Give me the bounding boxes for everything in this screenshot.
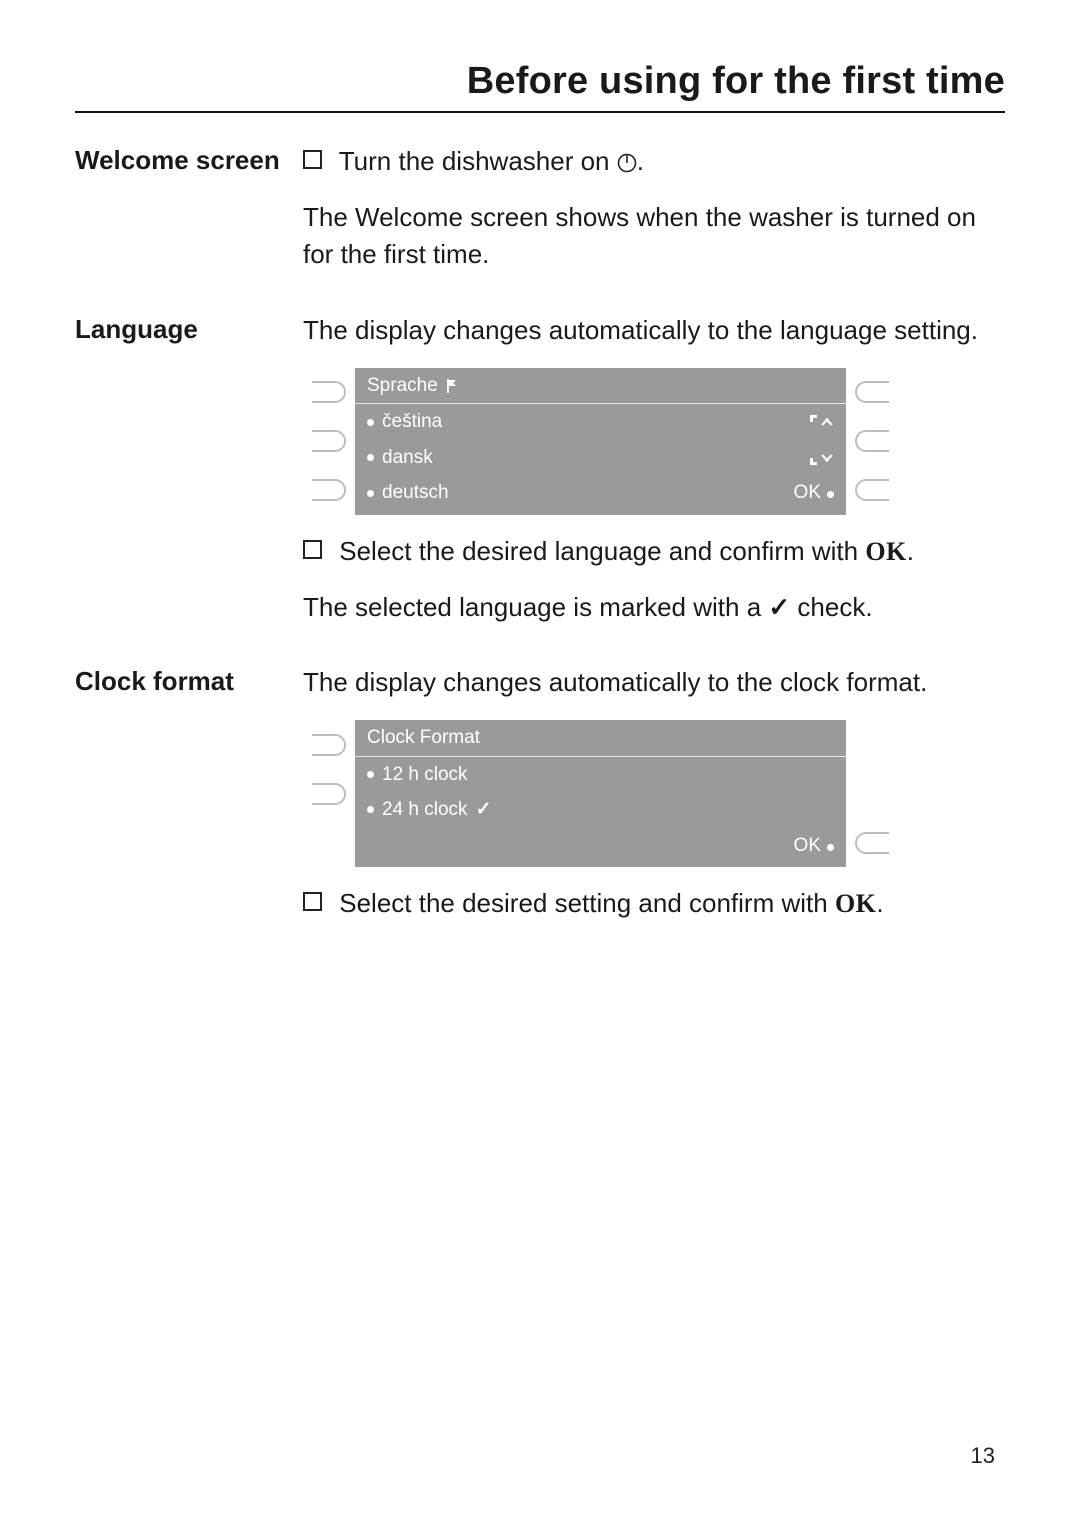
ok-dot-icon xyxy=(827,491,834,498)
ok-indicator: OK xyxy=(794,832,834,860)
side-button[interactable] xyxy=(312,381,346,403)
heading-language: Language xyxy=(75,312,295,644)
content-grid: Welcome screen Turn the dishwasher on . … xyxy=(75,143,1005,961)
bullet-square-icon xyxy=(303,540,322,559)
body-language: The display changes automatically to the… xyxy=(303,312,1005,644)
spacer xyxy=(312,832,346,854)
clock-step-pre: Select the desired setting and confirm w… xyxy=(339,888,835,918)
display-screen: Sprache čeština xyxy=(355,368,846,515)
ok-glyph: OK xyxy=(835,889,876,918)
list-item[interactable]: 12 h clock xyxy=(355,757,846,793)
welcome-step-pre: Turn the dishwasher on xyxy=(339,146,617,176)
power-icon xyxy=(617,153,637,173)
clock-intro: The display changes automatically to the… xyxy=(303,664,1005,702)
check-icon: ✓ xyxy=(768,592,790,622)
clock-display-panel: Clock Format 12 h clock 24 h clock ✓ OK xyxy=(303,720,898,867)
display-header-text: Sprache xyxy=(367,372,438,400)
left-button-strip xyxy=(303,720,355,867)
bullet-dot-icon xyxy=(367,454,374,461)
list-item[interactable]: čeština xyxy=(355,404,846,440)
check-icon: ✓ xyxy=(476,796,492,824)
bullet-dot-icon xyxy=(367,490,374,497)
side-button[interactable] xyxy=(312,430,346,452)
page-number: 13 xyxy=(971,1443,995,1469)
language-step: Select the desired language and confirm … xyxy=(303,533,1005,571)
heading-welcome: Welcome screen xyxy=(75,143,295,292)
bullet-square-icon xyxy=(303,150,322,169)
spacer xyxy=(855,734,889,756)
side-button[interactable] xyxy=(855,479,889,501)
side-button[interactable] xyxy=(855,832,889,854)
display-header: Clock Format xyxy=(355,720,846,757)
bullet-square-icon xyxy=(303,892,322,911)
item-label: dansk xyxy=(382,444,433,472)
section-clock: Clock format The display changes automat… xyxy=(75,664,1005,941)
side-button[interactable] xyxy=(312,734,346,756)
scroll-up-indicator-icon xyxy=(808,412,834,432)
side-button[interactable] xyxy=(312,783,346,805)
display-items: 12 h clock 24 h clock ✓ OK xyxy=(355,757,846,868)
item-label: 12 h clock xyxy=(382,761,468,789)
flag-icon xyxy=(444,377,462,395)
ok-indicator: OK xyxy=(794,479,834,507)
language-note-pre: The selected language is marked with a xyxy=(303,592,768,622)
right-button-strip xyxy=(846,368,898,515)
heading-clock: Clock format xyxy=(75,664,295,941)
list-item[interactable]: deutsch OK xyxy=(355,475,846,511)
list-item[interactable]: 24 h clock ✓ xyxy=(355,792,846,828)
section-language: Language The display changes automatical… xyxy=(75,312,1005,644)
language-step-post: . xyxy=(907,536,914,566)
clock-step-post: . xyxy=(876,888,883,918)
side-button[interactable] xyxy=(855,381,889,403)
display-items: čeština dansk xyxy=(355,404,846,515)
body-welcome: Turn the dishwasher on . The Welcome scr… xyxy=(303,143,1005,292)
scroll-down-indicator-icon xyxy=(808,448,834,468)
ok-text: OK xyxy=(794,482,821,503)
list-item-ok[interactable]: OK xyxy=(355,828,846,864)
page-title: Before using for the first time xyxy=(75,60,1005,103)
bullet-dot-icon xyxy=(367,771,374,778)
side-button[interactable] xyxy=(312,479,346,501)
right-button-strip xyxy=(846,720,898,867)
display-header: Sprache xyxy=(355,368,846,405)
bullet-dot-icon xyxy=(367,419,374,426)
welcome-step-post: . xyxy=(637,146,644,176)
welcome-para: The Welcome screen shows when the washer… xyxy=(303,199,1005,274)
item-label: 24 h clock xyxy=(382,796,468,824)
manual-page: Before using for the first time Welcome … xyxy=(0,0,1080,1529)
body-clock: The display changes automatically to the… xyxy=(303,664,1005,941)
language-intro: The display changes automatically to the… xyxy=(303,312,1005,350)
bullet-dot-icon xyxy=(367,806,374,813)
display-header-text: Clock Format xyxy=(367,724,480,752)
left-button-strip xyxy=(303,368,355,515)
ok-dot-icon xyxy=(827,844,834,851)
ok-glyph: OK xyxy=(865,537,906,566)
title-rule xyxy=(75,111,1005,113)
side-button[interactable] xyxy=(855,430,889,452)
section-welcome: Welcome screen Turn the dishwasher on . … xyxy=(75,143,1005,292)
item-label: deutsch xyxy=(382,479,449,507)
language-note-post: check. xyxy=(790,592,872,622)
clock-step: Select the desired setting and confirm w… xyxy=(303,885,1005,923)
ok-text: OK xyxy=(794,835,821,856)
language-display-panel: Sprache čeština xyxy=(303,368,898,515)
spacer xyxy=(855,783,889,805)
list-item[interactable]: dansk xyxy=(355,440,846,476)
language-step-pre: Select the desired language and confirm … xyxy=(339,536,865,566)
welcome-step: Turn the dishwasher on . xyxy=(303,143,1005,181)
item-label: čeština xyxy=(382,408,442,436)
display-screen: Clock Format 12 h clock 24 h clock ✓ OK xyxy=(355,720,846,867)
language-note: The selected language is marked with a ✓… xyxy=(303,589,1005,627)
